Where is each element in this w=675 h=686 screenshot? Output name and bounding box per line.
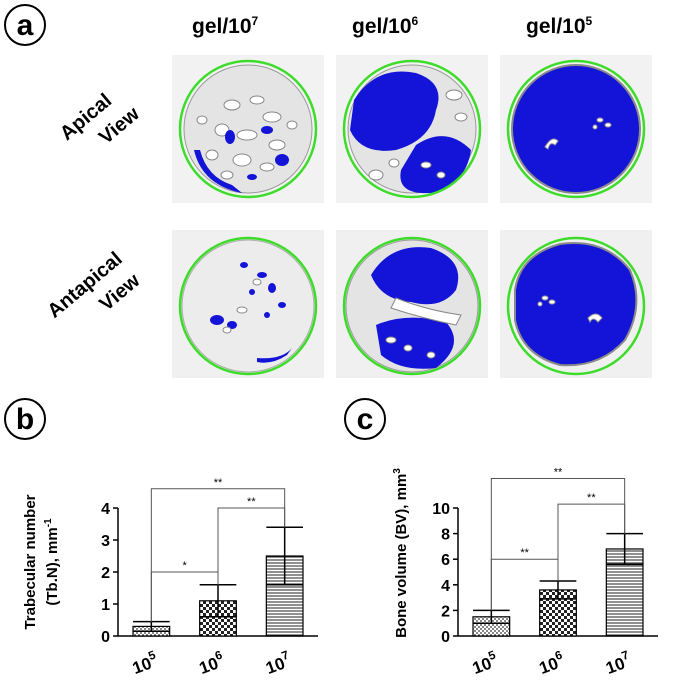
c-x-tick-label-0: 105 — [469, 647, 501, 677]
c-y-tick-label: 2 — [441, 603, 450, 620]
column-title-gel-10-7: gel/107 — [192, 14, 259, 38]
panel-b-letter: b — [4, 398, 46, 440]
c-y-tick-label: 6 — [441, 552, 450, 569]
b-y-tick-label: 1 — [101, 597, 110, 614]
c-x-tick-label-2: 107 — [602, 647, 634, 677]
b-x-tick-label-2: 107 — [262, 647, 294, 677]
microct-apical-gel-10-5 — [500, 55, 652, 203]
c-significance-label-0: ** — [520, 547, 529, 559]
b-y-tick-label: 2 — [101, 565, 110, 582]
c-significance-label-2: ** — [587, 492, 596, 504]
c-y-tick-label: 10 — [432, 501, 450, 518]
c-significance-bracket-2: ** — [557, 492, 626, 581]
b-y-tick-label: 0 — [101, 629, 110, 646]
b-significance-label-2: ** — [247, 496, 256, 508]
microct-antapical-gel-10-5 — [500, 230, 652, 378]
microct-antapical-gel-10-7 — [172, 230, 324, 378]
c-y-tick-label: 8 — [441, 527, 450, 544]
b-x-tick-label-0: 105 — [129, 647, 161, 677]
panel-a-letter: a — [4, 4, 46, 46]
column-title-gel-10-6: gel/106 — [352, 14, 419, 38]
chart-b-ylabel: Trabecular number (Tb.N), mm-1 — [22, 494, 61, 630]
chart-c-ylabel: Bone volume (BV), mm3 — [392, 468, 410, 638]
microct-apical-gel-10-6 — [336, 55, 488, 203]
b-y-tick-label: 3 — [101, 533, 110, 550]
b-significance-label-1: ** — [214, 477, 223, 489]
c-x-tick-label-1: 106 — [535, 647, 567, 677]
b-error-bar-2 — [266, 526, 303, 586]
region-of-interest-ring — [178, 59, 318, 199]
c-y-tick-label: 4 — [441, 578, 450, 595]
microct-apical-gel-10-7 — [172, 55, 324, 203]
b-significance-label-0: * — [183, 560, 188, 572]
panel-c-letter: c — [344, 398, 386, 440]
c-y-tick-label: 0 — [441, 629, 450, 646]
b-x-tick-label-1: 106 — [195, 647, 227, 677]
b-significance-bracket-2: ** — [217, 496, 286, 585]
row-label-apical-view: Apical View — [55, 89, 144, 149]
chart-c-svg: 0 2 4 6 8 10 105 106 107 ** ** ** — [432, 467, 658, 678]
c-error-bar-0 — [473, 609, 510, 624]
c-error-bar-1 — [539, 580, 577, 600]
c-significance-label-1: ** — [554, 467, 563, 479]
microct-antapical-gel-10-6 — [336, 230, 488, 378]
b-y-tick-label: 4 — [101, 501, 110, 518]
column-title-gel-10-5: gel/105 — [526, 14, 593, 38]
row-label-antapical-view: Antapical View — [43, 247, 145, 323]
